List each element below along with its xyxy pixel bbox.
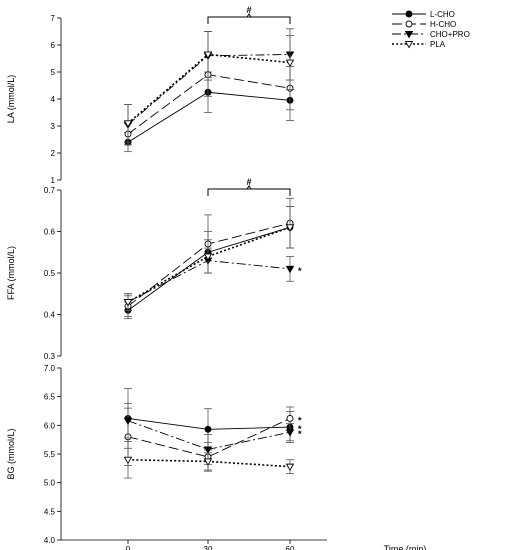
series-line bbox=[127, 418, 291, 458]
data-point bbox=[123, 417, 133, 426]
bracket-line bbox=[207, 16, 291, 24]
series-line bbox=[127, 74, 291, 135]
data-point bbox=[286, 415, 294, 422]
y-tick-label: 0.4 bbox=[44, 311, 56, 320]
y-axis-label: LA (mmol/L) bbox=[6, 75, 16, 124]
y-tick-label: 0.3 bbox=[44, 352, 56, 361]
y-tick-label: 7 bbox=[51, 14, 56, 23]
significance-star: * bbox=[298, 266, 302, 276]
y-tick-label: 6 bbox=[51, 41, 56, 50]
data-point bbox=[203, 253, 213, 261]
y-tick-label: 1 bbox=[51, 176, 56, 185]
series-cho-pro bbox=[123, 28, 295, 146]
series-line bbox=[127, 222, 291, 307]
y-tick-label: 4.5 bbox=[44, 507, 56, 516]
data-point bbox=[203, 51, 213, 59]
y-axis-label: BG (mmol/L) bbox=[6, 428, 16, 479]
series-line bbox=[127, 91, 291, 143]
legend-label: H-CHO bbox=[430, 20, 456, 29]
bracket-line bbox=[207, 188, 291, 196]
series-line bbox=[127, 260, 291, 303]
series-line bbox=[127, 226, 291, 303]
data-point bbox=[285, 224, 295, 232]
data-point bbox=[204, 425, 212, 433]
bracket-tip bbox=[246, 185, 252, 190]
data-point bbox=[285, 265, 295, 274]
significance-bracket: # bbox=[207, 5, 291, 24]
y-tick-label: 3 bbox=[51, 122, 56, 131]
panels: 1 2 3 4 5 6 7 LA (mmol/L) #0.3 0.4 0.5 0.6 0.7 FFA (m… bbox=[6, 5, 426, 550]
x-tick-label: 0 bbox=[126, 545, 131, 550]
y-tick-label: 0.5 bbox=[44, 269, 56, 278]
series-pla bbox=[123, 206, 295, 311]
y-tick-label: 4.0 bbox=[44, 536, 56, 545]
legend-item-cho-pro: CHO+PRO bbox=[392, 30, 470, 39]
legend-label: L-CHO bbox=[430, 10, 455, 19]
y-axis-label: FFA (mmol/L) bbox=[6, 246, 16, 300]
data-point bbox=[123, 120, 133, 128]
y-tick-label: 2 bbox=[51, 149, 56, 158]
data-point bbox=[203, 458, 213, 466]
panel-1: 1 2 3 4 5 6 7 LA (mmol/L) # bbox=[6, 5, 295, 185]
significance-label: # bbox=[246, 5, 251, 15]
panel-3: 4.0 4.5 5.0 5.5 6.0 6.5 7.0 BG (mmol/L) 0 30 60 Tim… bbox=[6, 364, 426, 550]
significance-star: * bbox=[298, 429, 302, 439]
legend-marker bbox=[405, 10, 413, 18]
series-pla bbox=[123, 440, 295, 479]
legend-item-h-cho: H-CHO bbox=[392, 20, 456, 29]
panel-2: 0.3 0.4 0.5 0.6 0.7 FFA (mmol/L) # * bbox=[6, 177, 302, 361]
data-point bbox=[123, 456, 133, 465]
legend-marker bbox=[404, 41, 414, 49]
significance-star: * bbox=[298, 424, 302, 434]
legend-marker bbox=[404, 31, 414, 39]
y-tick-label: 5.0 bbox=[44, 479, 56, 488]
y-tick-label: 0.7 bbox=[44, 186, 56, 195]
legend-marker bbox=[405, 20, 413, 28]
data-point bbox=[203, 446, 213, 454]
x-tick-label: 60 bbox=[286, 545, 295, 550]
x-tick-label: 30 bbox=[204, 545, 213, 550]
y-tick-label: 4 bbox=[51, 95, 56, 104]
y-tick-label: 6.5 bbox=[44, 393, 56, 402]
series-line bbox=[127, 53, 291, 124]
y-tick-label: 0.6 bbox=[44, 228, 56, 237]
bracket-tip bbox=[246, 13, 252, 18]
series-l-cho bbox=[124, 71, 294, 153]
legend-item-l-cho: L-CHO bbox=[392, 10, 455, 19]
y-tick-label: 6.0 bbox=[44, 421, 56, 430]
data-point bbox=[123, 299, 133, 307]
y-tick-label: 5 bbox=[51, 68, 56, 77]
data-point bbox=[285, 429, 295, 437]
y-tick-label: 7.0 bbox=[44, 364, 56, 373]
series-pla bbox=[123, 31, 295, 143]
significance-star: * bbox=[298, 415, 302, 425]
data-point bbox=[285, 59, 295, 67]
significance-bracket: # bbox=[207, 177, 291, 196]
data-point bbox=[285, 463, 295, 472]
legend-label: PLA bbox=[430, 40, 446, 49]
x-axis-label: Time (min) bbox=[384, 544, 427, 550]
legend-item-pla: PLA bbox=[392, 40, 446, 49]
series-l-cho bbox=[124, 388, 294, 451]
series-h-cho bbox=[124, 52, 294, 146]
y-tick-label: 5.5 bbox=[44, 450, 56, 459]
significance-label: # bbox=[246, 177, 251, 187]
series-line bbox=[127, 420, 291, 450]
legend-label: CHO+PRO bbox=[430, 30, 470, 39]
series-cho-pro bbox=[123, 403, 295, 465]
